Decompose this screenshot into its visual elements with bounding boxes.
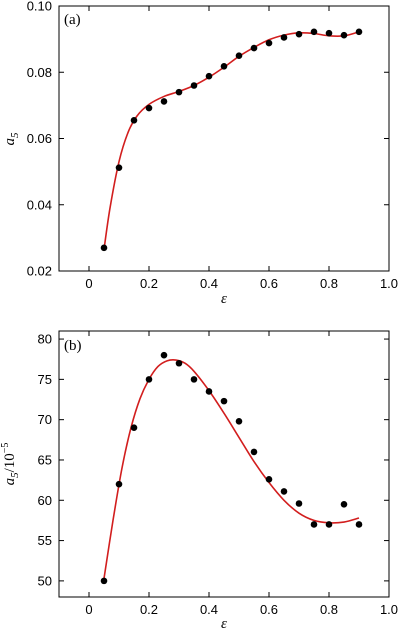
panel-b-fit-curve [103,359,360,579]
panel-a-label: (a) [64,12,81,28]
panel-a-x-tick-label: 0.6 [260,276,278,291]
panel-b-data-point [235,417,243,425]
panel-a-data-point [100,244,108,252]
panel-b-data-point [130,424,138,432]
panel-b-x-tick-label: 0.2 [140,602,158,617]
panel-b-x-tick-label: 0.4 [200,602,218,617]
panel-a-y-tick-label: 0.08 [27,65,52,80]
panel-a-x-tick-label: 0.2 [140,276,158,291]
panel-b-data-point [190,376,198,383]
panel-b-y-tick-label: 70 [38,412,52,427]
panel-a-data-point [205,72,213,80]
panel-b-data-point [310,521,318,528]
panel-b-x-ticks: 0 0.2 0.4 0.6 0.8 1.0 [85,331,398,617]
panel-b-y-axis-label-sub: 5 [9,472,21,478]
panel-b-y-tick-label: 65 [38,452,52,467]
panel-b-plot-frame [58,330,390,598]
panel-b-y-axis-label-sup: −5 [0,443,11,454]
panel-b-data-point [205,388,213,395]
panel-a-plot-frame [58,5,390,272]
panel-b-label: (b) [64,338,82,354]
panel-b-data-point [115,480,123,488]
panel-a-x-axis-label: ε [221,291,227,307]
panel-b-y-tick-label: 80 [38,332,52,347]
panel-b-y-axis-label-main: a [2,478,18,486]
panel-a-x-tick-label: 0 [85,276,92,291]
panel-a-data-point [355,28,363,36]
panel-a-y-axis-label-sub: 5 [9,132,21,138]
panel-a-x-tick-label: 0.8 [320,276,338,291]
panel-a-y-axis-label: a5 [2,132,21,146]
panel-a-data-point [250,44,258,52]
panel-a-y-tick-label: 0.04 [27,197,52,212]
panel-b-data-point [220,397,228,405]
panel-b-x-tick-label: 0.6 [260,602,278,617]
panel-b-data-point [100,577,108,585]
panel-a-y-tick-label: 0.10 [27,0,52,14]
panel-a-data-point [130,116,138,124]
panel-b-x-tick-label: 0 [85,602,92,617]
panel-b-x-tick-label: 1.0 [380,602,398,617]
panel-a-data-point [235,52,243,59]
panel-b-x-tick-label: 0.8 [320,602,338,617]
panel-b-data-point [145,376,153,383]
panel-b-data-point [250,448,258,456]
panel-a-data-point [115,164,123,171]
panel-b-data-point [295,500,303,507]
panel-a-fit-curve [103,31,360,250]
panel-b-y-tick-label: 50 [38,573,52,588]
panel-a-data-point [310,28,318,36]
panel-a-y-axis-label-main: a [2,138,18,146]
panel-b-data-point [325,521,333,528]
panel-a-x-ticks: 0 0.2 0.4 0.6 0.8 1.0 [85,6,398,291]
panel-a-x-tick-label: 1.0 [380,276,398,291]
panel-a-data-point [265,39,273,47]
panel-a: 0 0.2 0.4 0.6 0.8 1.0 0.02 0.04 0.06 0.08 0.10 (a… [2,0,398,307]
panel-b-y-tick-label: 60 [38,493,52,508]
panel-a-data-points [100,28,363,252]
panel-b-data-point [160,351,168,359]
panel-b-y-axis-label: a5/10−5 [0,443,21,486]
panel-b-data-point [355,521,363,528]
panel-a-data-point [325,29,333,37]
panel-a-y-ticks: 0.02 0.04 0.06 0.08 0.10 [27,0,389,279]
panel-b-data-point [265,476,273,483]
panel-b-y-tick-label: 75 [38,372,52,387]
panel-b-y-axis-label-suffix: /10 [2,453,18,472]
panel-b-data-point [340,501,348,508]
panel-a-data-point [340,31,348,39]
panel-a-data-point [220,62,228,70]
panel-a-data-point [145,104,153,112]
panel-a-y-tick-label: 0.06 [27,131,52,146]
panel-b-data-point [175,359,183,367]
panel-b-x-axis-label: ε [221,616,227,632]
panel-b-data-points [100,351,363,585]
panel-a-data-point [190,82,198,89]
panel-a-data-point [175,88,183,96]
panel-a-data-point [280,34,288,41]
panel-a-x-tick-label: 0.4 [200,276,218,291]
panel-b-y-tick-label: 55 [38,533,52,548]
panel-b-data-point [280,488,288,495]
panel-a-data-point [295,30,303,38]
panel-b-y-ticks: 50 55 60 65 70 75 80 [38,332,389,588]
panel-a-data-point [160,98,168,105]
panel-a-y-tick-label: 0.02 [27,264,52,279]
